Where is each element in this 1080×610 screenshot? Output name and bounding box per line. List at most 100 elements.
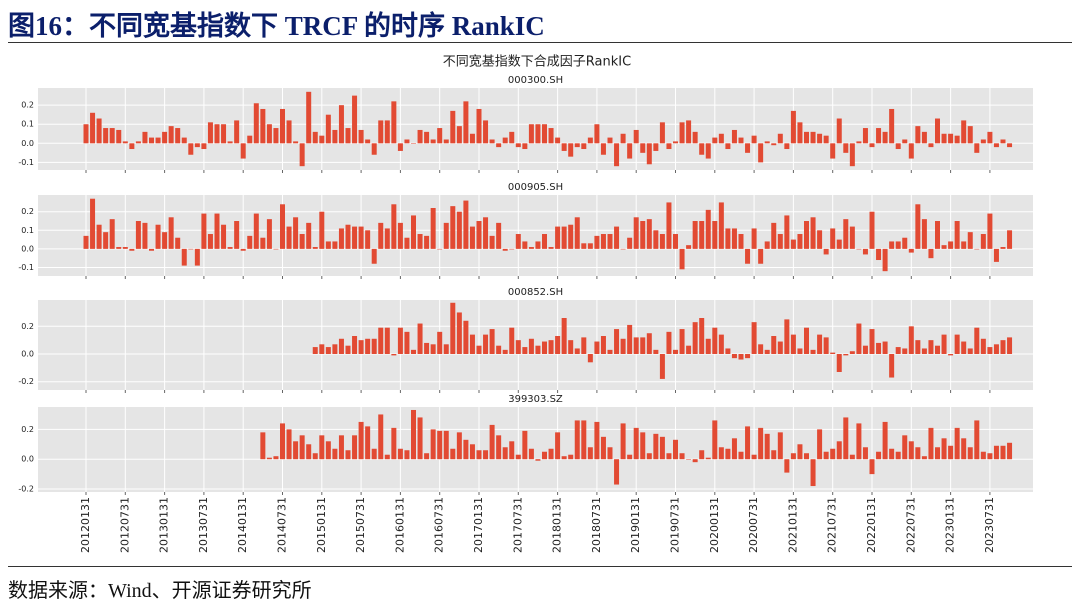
bar: [627, 454, 633, 460]
y-tick-label: -0.2: [18, 485, 34, 494]
bar: [384, 228, 390, 249]
bar: [830, 228, 836, 249]
bar: [90, 198, 96, 249]
bar: [188, 143, 194, 155]
bar: [699, 318, 705, 354]
bar: [614, 329, 620, 354]
bar: [378, 222, 384, 249]
bar: [751, 322, 757, 354]
bar: [542, 234, 547, 249]
bar: [718, 133, 724, 144]
bar: [273, 128, 279, 144]
bar: [895, 143, 901, 150]
bar: [456, 312, 462, 354]
bar: [352, 226, 358, 249]
bar: [509, 131, 515, 144]
bar: [338, 228, 344, 249]
bar: [515, 454, 521, 460]
bar: [332, 241, 338, 249]
bar: [712, 327, 718, 354]
bar: [515, 143, 521, 148]
bar: [869, 329, 875, 354]
bar: [954, 334, 960, 354]
bar: [358, 421, 364, 460]
bar: [941, 334, 947, 354]
bar: [712, 137, 718, 144]
bar: [162, 232, 168, 249]
bar: [804, 221, 809, 249]
bar: [797, 348, 803, 354]
bar: [607, 234, 613, 249]
y-tick-label: 0.0: [21, 139, 34, 148]
bar: [175, 128, 181, 144]
bar: [666, 202, 672, 249]
bar: [109, 128, 115, 144]
bar: [935, 447, 940, 460]
bar: [122, 247, 128, 249]
bar: [633, 217, 639, 249]
bar: [686, 345, 692, 354]
bar: [149, 137, 154, 144]
bar: [424, 131, 430, 144]
bar: [1000, 139, 1006, 144]
bar: [371, 248, 377, 264]
bar: [699, 221, 705, 249]
bar: [227, 247, 233, 249]
bar: [902, 237, 908, 249]
bar: [862, 248, 868, 255]
bar: [574, 420, 580, 460]
bar: [312, 131, 318, 144]
bar: [561, 318, 567, 354]
bar: [555, 432, 561, 460]
bar: [312, 453, 318, 460]
bar: [692, 221, 698, 249]
bar: [810, 459, 816, 487]
bar: [686, 245, 692, 249]
bar: [352, 435, 358, 460]
bar: [325, 441, 331, 460]
bar: [692, 131, 698, 144]
bar: [476, 345, 482, 354]
bar: [607, 349, 613, 354]
bar: [876, 451, 882, 460]
bar: [823, 135, 829, 144]
bar: [528, 338, 534, 354]
bar: [653, 433, 659, 460]
bar: [836, 441, 842, 460]
bar: [882, 341, 888, 354]
bar: [365, 139, 371, 144]
bar: [542, 451, 547, 460]
bar: [96, 118, 102, 144]
bar: [437, 430, 443, 460]
bar: [515, 340, 521, 354]
bar: [207, 122, 213, 144]
bar: [404, 450, 410, 460]
bar: [234, 120, 240, 144]
bar: [659, 122, 665, 144]
bar: [790, 453, 796, 460]
bar: [869, 459, 875, 475]
bar: [181, 137, 187, 144]
bar: [299, 234, 305, 249]
bar: [941, 438, 947, 460]
bar: [640, 337, 646, 354]
x-tick-label: 20160131: [393, 497, 406, 553]
bar: [496, 345, 502, 354]
x-tick-label: 20190131: [629, 497, 642, 553]
bar: [116, 129, 122, 144]
bar: [902, 435, 908, 460]
bar: [673, 234, 678, 249]
bar: [725, 143, 731, 150]
bar: [286, 120, 292, 144]
bar: [758, 143, 764, 163]
bar: [280, 423, 285, 460]
bar: [352, 336, 358, 354]
bar: [974, 248, 980, 250]
bar: [384, 120, 390, 144]
bar: [836, 118, 842, 144]
bar: [253, 213, 259, 249]
bar: [542, 124, 547, 144]
bar: [993, 445, 999, 460]
y-tick-label: 0.0: [21, 244, 34, 253]
